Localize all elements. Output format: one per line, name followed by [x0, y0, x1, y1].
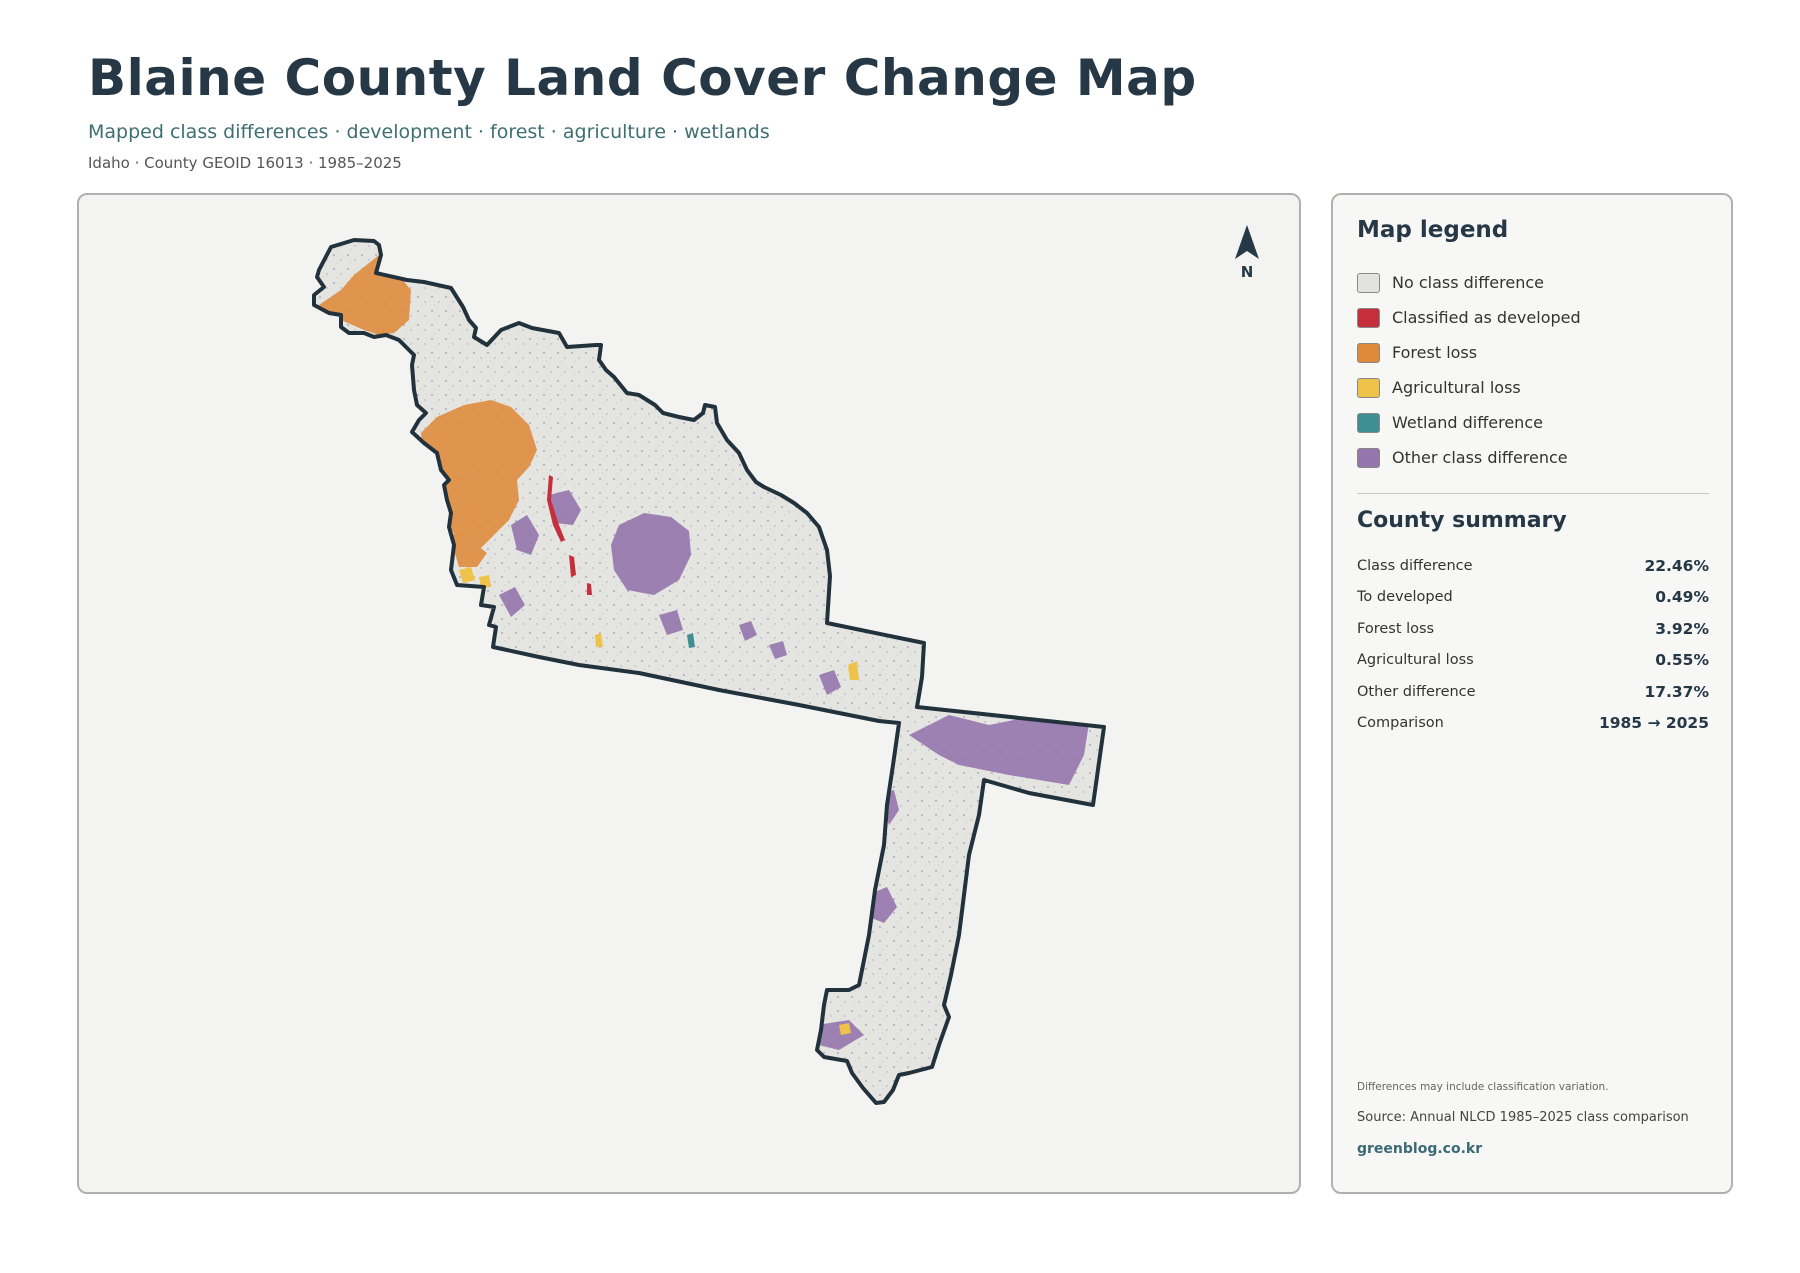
summary-label: Agricultural loss	[1357, 652, 1474, 669]
agricultural-loss-areas	[459, 567, 859, 1035]
header: Blaine County Land Cover Change Map Mapp…	[88, 44, 1197, 173]
page-title: Blaine County Land Cover Change Map	[88, 49, 1197, 107]
summary-value: 0.49%	[1655, 588, 1709, 607]
legend-item-developed: Classified as developed	[1357, 300, 1581, 335]
legend-item-agricultural-loss: Agricultural loss	[1357, 370, 1581, 405]
legend-panel: Map legend No class difference Classifie…	[1331, 193, 1733, 1194]
summary-row-forest-loss: Forest loss 3.92%	[1357, 613, 1709, 645]
legend-title: Map legend	[1357, 217, 1509, 243]
footnote: Differences may include classification v…	[1357, 1081, 1609, 1093]
summary-label: Other difference	[1357, 683, 1476, 700]
summary-row-agricultural-loss: Agricultural loss 0.55%	[1357, 645, 1709, 677]
summary-title: County summary	[1357, 508, 1567, 533]
legend-swatch	[1357, 342, 1380, 363]
county-change-layer	[314, 240, 1104, 1103]
map-panel[interactable]: N	[77, 193, 1301, 1194]
legend-swatch	[1357, 307, 1380, 328]
page-subtitle: Mapped class differences · development ·…	[88, 121, 770, 143]
legend-swatch	[1357, 272, 1380, 293]
summary-row-other-difference: Other difference 17.37%	[1357, 676, 1709, 708]
summary-row-to-developed: To developed 0.49%	[1357, 582, 1709, 614]
site-link[interactable]: greenblog.co.kr	[1357, 1141, 1483, 1157]
wetland-areas	[687, 633, 695, 648]
legend-list: No class difference Classified as develo…	[1357, 265, 1581, 475]
legend-item-no-difference: No class difference	[1357, 265, 1581, 300]
summary-list: Class difference 22.46% To developed 0.4…	[1357, 550, 1709, 739]
legend-swatch	[1357, 377, 1380, 398]
summary-row-comparison: Comparison 1985 → 2025	[1357, 708, 1709, 740]
source-credit: Source: Annual NLCD 1985–2025 class comp…	[1357, 1110, 1689, 1125]
legend-swatch	[1357, 412, 1380, 433]
summary-label: Forest loss	[1357, 620, 1435, 637]
summary-label: To developed	[1357, 589, 1453, 606]
developed-areas	[547, 475, 592, 595]
legend-label: Wetland difference	[1392, 413, 1543, 432]
north-label: N	[1240, 263, 1254, 281]
summary-row-class-difference: Class difference 22.46%	[1357, 550, 1709, 582]
summary-value: 22.46%	[1644, 556, 1709, 575]
summary-value: 1985 → 2025	[1598, 714, 1709, 733]
legend-item-wetland: Wetland difference	[1357, 405, 1581, 440]
summary-label: Comparison	[1357, 715, 1444, 732]
legend-swatch	[1357, 447, 1380, 468]
legend-item-other: Other class difference	[1357, 440, 1581, 475]
legend-label: Other class difference	[1392, 448, 1568, 467]
north-arrow-icon	[1235, 225, 1259, 259]
summary-value: 17.37%	[1644, 682, 1709, 701]
summary-value: 3.92%	[1655, 619, 1709, 638]
page-meta: Idaho · County GEOID 16013 · 1985–2025	[88, 154, 402, 172]
summary-label: Class difference	[1357, 557, 1473, 574]
legend-label: Agricultural loss	[1392, 378, 1521, 397]
legend-divider	[1357, 493, 1709, 494]
legend-label: Forest loss	[1392, 343, 1478, 362]
legend-item-forest-loss: Forest loss	[1357, 335, 1581, 370]
county-outline	[312, 238, 1106, 1105]
summary-value: 0.55%	[1655, 651, 1709, 670]
legend-label: No class difference	[1392, 273, 1544, 292]
county-map[interactable]	[79, 195, 1301, 1194]
north-arrow: N	[1227, 225, 1267, 281]
legend-label: Classified as developed	[1392, 308, 1581, 327]
